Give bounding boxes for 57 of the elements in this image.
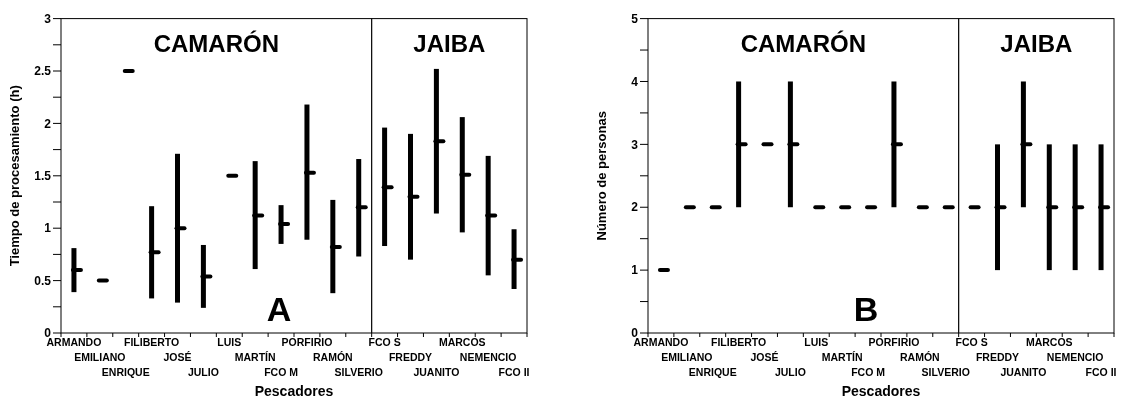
annotation: CAMARÓN [740,29,866,57]
annotation: B [853,290,879,328]
x-tick-label: JUANITO [1000,366,1047,378]
x-tick-label: ARMANDO [633,336,689,348]
x-tick-label: FREDDY [975,351,1020,363]
x-tick-label: FILIBERTO [123,336,180,348]
x-tick-label: FILIBERTO [710,336,767,348]
x-tick-label: ARMANDO [46,336,102,348]
x-tick-label: MARCOS [438,336,486,348]
x-tick-label: FCO II [498,366,530,378]
x-tick-label: JULIO [187,366,219,378]
x-tick-label: EMILIANO [74,351,126,363]
x-tick-label: FCO M [264,366,299,378]
x-tick-label: JUANITO [413,366,460,378]
x-tick-label: RAMÓN [900,351,940,363]
y-tick-label: 4 [631,74,639,89]
x-tick-label: PORFIRIO [281,336,333,348]
y-tick-label: 0.5 [34,273,52,288]
x-tick-label: JOSÉ [163,351,192,363]
x-tick-label: FCO II [1085,366,1117,378]
x-tick-label: ENRIQUE [688,366,737,378]
y-tick-label: 3 [44,11,52,26]
x-tick-label: LUIS [217,336,242,348]
x-tick-label: LUIS [804,336,829,348]
y-tick-label: 3 [631,137,639,152]
annotation: JAIBA [1000,29,1073,57]
x-tick-label: FREDDY [388,351,433,363]
y-axis-title: Número de personas [594,111,609,241]
y-tick-label: 5 [631,11,639,26]
y-tick-label: 2.5 [34,64,52,79]
x-tick-label: ENRIQUE [101,366,150,378]
annotation: CAMARÓN [153,29,279,57]
y-tick-label: 2 [631,200,639,215]
y-tick-label: 1 [44,221,52,236]
x-tick-label: FCO M [851,366,886,378]
y-tick-label: 1 [631,263,639,278]
x-tick-label: NEMENCIO [459,351,517,363]
x-tick-label: MARTÍN [821,351,863,363]
y-tick-label: 1.5 [34,169,52,183]
x-tick-label: PORFIRIO [868,336,920,348]
x-tick-label: MARTÍN [234,351,276,363]
x-tick-label: JULIO [774,366,806,378]
x-tick-label: JOSÉ [750,351,779,363]
x-tick-label: EMILIANO [661,351,713,363]
x-tick-label: SILVERIO [334,366,383,378]
y-axis-title: Tiempo de procesamiento (h) [7,85,22,267]
x-axis-title: Pescadores [254,383,334,399]
x-tick-label: FCO S [955,336,988,348]
annotation: JAIBA [413,29,486,57]
annotation: A [266,290,292,328]
x-axis-title: Pescadores [841,383,921,399]
x-tick-label: FCO S [368,336,401,348]
y-tick-label: 2 [44,116,52,131]
x-tick-label: MARCOS [1025,336,1073,348]
x-tick-label: NEMENCIO [1046,351,1104,363]
x-tick-label: RAMÓN [313,351,353,363]
x-tick-label: SILVERIO [921,366,970,378]
